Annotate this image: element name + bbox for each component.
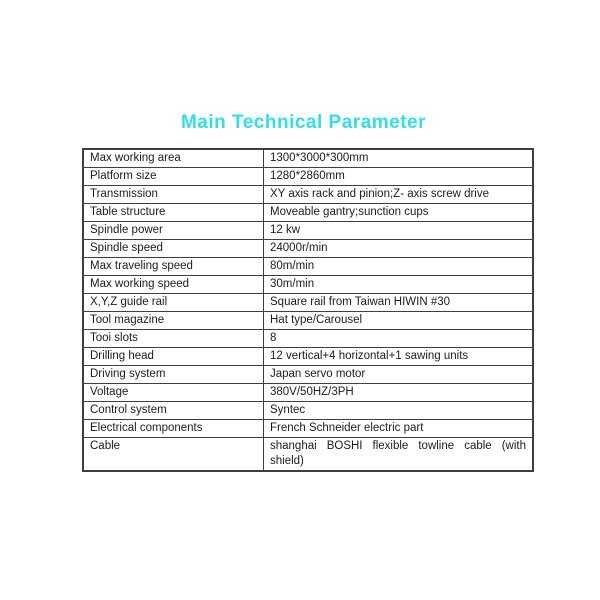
spec-name-cell: Max working speed [82,275,264,294]
table-row: Voltage 380V/50HZ/3PH [82,383,534,402]
table-row: Control system Syntec [82,401,534,420]
spec-value-cell: 80m/min [263,257,534,276]
table-row: Drilling head 12 vertical+4 horizontal+1… [82,347,534,366]
spec-name-cell: Control system [82,401,264,420]
spec-value-cell: 1280*2860mm [263,167,534,186]
spec-value-cell: 12 vertical+4 horizontal+1 sawing units [263,347,534,366]
spec-name-cell: Electrical components [82,419,264,438]
spec-value-cell: 380V/50HZ/3PH [263,383,534,402]
table-row: Spindle speed 24000r/min [82,239,534,258]
spec-name-cell: Drilling head [82,347,264,366]
spec-value-cell: 24000r/min [263,239,534,258]
spec-value-cell: Moveable gantry;sunction cups [263,203,534,222]
spec-value-cell: Square rail from Taiwan HIWIN #30 [263,293,534,312]
spec-value-cell: Japan servo motor [263,365,534,384]
spec-value-cell: shanghai BOSHI flexible towline cable (w… [263,437,534,472]
spec-name-cell: Spindle speed [82,239,264,258]
spec-name-cell: Cable [82,437,264,472]
spec-name-cell: Table structure [82,203,264,222]
spec-value-cell: Hat type/Carousel [263,311,534,330]
spec-value-cell: Syntec [263,401,534,420]
table-row: Max working speed 30m/min [82,275,534,294]
table-row: Max working area 1300*3000*300mm [82,148,534,168]
spec-name-cell: Spindle power [82,221,264,240]
spec-value-cell: XY axis rack and pinion;Z- axis screw dr… [263,185,534,204]
spec-value-cell: 12 kw [263,221,534,240]
spec-name-cell: Max traveling speed [82,257,264,276]
spec-name-cell: Driving system [82,365,264,384]
spec-name-cell: Tooi slots [82,329,264,348]
spec-name-cell: Max working area [82,148,264,168]
table-row: Table structure Moveable gantry;sunction… [82,203,534,222]
technical-parameter-table: Max working area 1300*3000*300mm Platfor… [82,148,534,472]
table-row: Spindle power 12 kw [82,221,534,240]
spec-value-cell: 8 [263,329,534,348]
table-row: Max traveling speed 80m/min [82,257,534,276]
spec-value-cell: French Schneider electric part [263,419,534,438]
table-row: Tooi slots 8 [82,329,534,348]
spec-name-cell: X,Y,Z guide rail [82,293,264,312]
table-row: Driving system Japan servo motor [82,365,534,384]
spec-name-cell: Platform size [82,167,264,186]
table-row: X,Y,Z guide rail Square rail from Taiwan… [82,293,534,312]
table-row: Transmission XY axis rack and pinion;Z- … [82,185,534,204]
spec-value-cell: 1300*3000*300mm [263,148,534,168]
spec-value-cell: 30m/min [263,275,534,294]
spec-name-cell: Tool magazine [82,311,264,330]
table-row: Cable shanghai BOSHI flexible towline ca… [82,437,534,472]
spec-name-cell: Voltage [82,383,264,402]
table-row: Platform size 1280*2860mm [82,167,534,186]
table-row: Electrical components French Schneider e… [82,419,534,438]
page-title: Main Technical Parameter [180,112,427,133]
spec-name-cell: Transmission [82,185,264,204]
table-row: Tool magazine Hat type/Carousel [82,311,534,330]
